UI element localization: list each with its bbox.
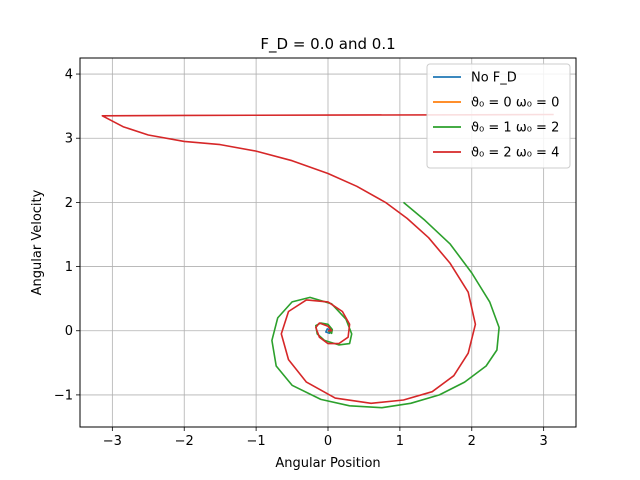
x-tick-label: −3 xyxy=(103,434,122,449)
axis-ticks: −3 −2 −1 0 1 2 3 −1 0 1 2 3 4 xyxy=(54,68,548,449)
x-tick-label: 2 xyxy=(468,434,476,449)
legend-label-3: ϑ₀ = 1 ω₀ = 2 xyxy=(471,121,559,136)
series-line-4 xyxy=(101,113,554,405)
y-tick-label: 2 xyxy=(65,196,73,211)
y-axis-label: Angular Velocity xyxy=(30,189,45,295)
x-tick-label: 0 xyxy=(324,434,332,449)
legend-label-2: ϑ₀ = 0 ω₀ = 0 xyxy=(471,96,559,111)
legend-box xyxy=(426,63,571,169)
x-tick-label: −2 xyxy=(175,434,194,449)
chart-title: F_D = 0.0 and 0.1 xyxy=(260,35,395,54)
legend: No F_D ϑ₀ = 0 ω₀ = 0 ϑ₀ = 1 ω₀ = 2 ϑ₀ = 2 ω… xyxy=(426,63,571,169)
x-axis-label: Angular Position xyxy=(275,456,380,471)
y-tick-label: −1 xyxy=(54,388,73,403)
legend-label-4: ϑ₀ = 2 ω₀ = 4 xyxy=(471,146,559,161)
grid xyxy=(80,58,576,427)
y-tick-label: 3 xyxy=(65,132,73,147)
y-tick-label: 0 xyxy=(65,324,73,339)
legend-label-1: No F_D xyxy=(471,71,517,86)
y-tick-label: 4 xyxy=(65,68,73,83)
y-tick-label: 1 xyxy=(65,260,73,275)
x-tick-label: −1 xyxy=(247,434,266,449)
x-tick-label: 3 xyxy=(540,434,548,449)
x-tick-label: 1 xyxy=(396,434,404,449)
plot-lines xyxy=(101,113,554,409)
